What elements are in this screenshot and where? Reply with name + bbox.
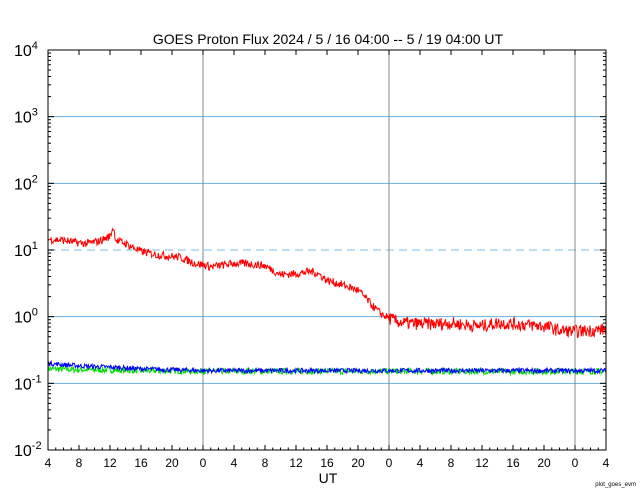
x-tick-label: 12 [475,456,489,470]
x-tick-label: 16 [320,456,334,470]
x-tick-label: 8 [76,456,83,470]
x-axis-label: UT [319,470,338,486]
y-tick-label: 10-2 [14,440,42,460]
x-tick-label: 4 [45,456,52,470]
x-tick-label: 0 [572,456,579,470]
y-tick-label: 100 [14,307,38,327]
series-line [47,359,607,375]
series-group [47,227,607,377]
y-tick-label: 103 [14,107,38,127]
x-tick-label: 12 [289,456,303,470]
series-line [47,365,607,377]
x-tick-label: 4 [603,456,610,470]
credit-label: plot_goes_evm [595,482,636,488]
x-tick-label: 4 [231,456,238,470]
x-tick-label: 8 [448,456,455,470]
x-tick-label: 16 [134,456,148,470]
x-tick-label: 12 [103,456,117,470]
y-tick-label: 102 [14,173,38,193]
x-tick-label: 16 [506,456,520,470]
x-tick-label: 20 [165,456,179,470]
y-tick-label: 104 [14,40,38,60]
x-tick-label: 8 [262,456,269,470]
x-tick-label: 4 [417,456,424,470]
y-tick-label: 10-1 [14,373,42,393]
x-tick-label: 20 [537,456,551,470]
series-line [47,227,607,339]
chart-title: GOES Proton Flux 2024 / 5 / 16 04:00 -- … [153,31,504,47]
x-tick-label: 0 [200,456,207,470]
horizontal-grid [48,116,606,384]
x-tick-label: 20 [351,456,365,470]
y-axis-ticks: 10-2 10-1 100 101 102 103 104 [14,40,606,460]
x-tick-label: 0 [386,456,393,470]
y-tick-label: 101 [14,240,38,260]
day-boundary-lines [202,50,576,450]
x-axis-ticks: 4 8 12 16 20 0 4 8 12 16 20 0 4 8 12 16 20 0 4 [45,50,610,470]
